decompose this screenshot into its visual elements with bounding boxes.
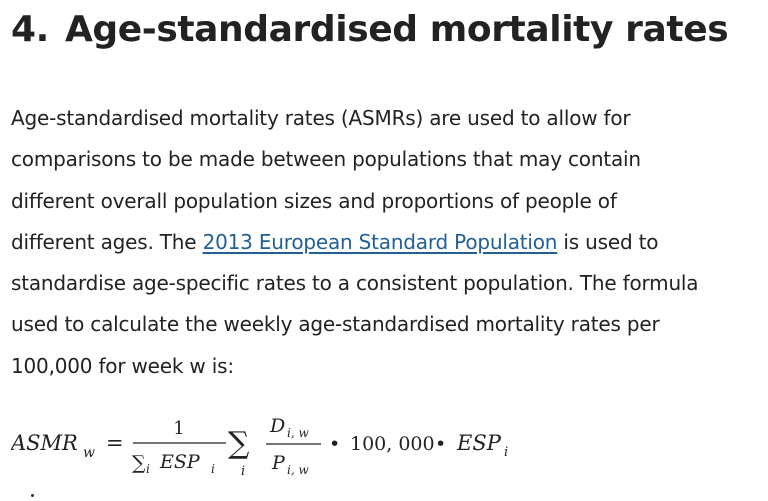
intro-paragraph: Age-standardised mortality rates (ASMRs)… <box>11 98 767 387</box>
formula-equals: = <box>106 431 124 455</box>
formula-lhs-subscript: w <box>83 445 95 461</box>
fraction1-numerator: 1 <box>173 418 184 439</box>
list-bullet-partial <box>31 494 34 497</box>
paragraph-line: 100,000 for week w is: <box>11 353 234 378</box>
paragraph-line: different overall population sizes and p… <box>11 188 617 213</box>
section-heading: 4. Age-standardised mortality rates <box>11 4 729 56</box>
formula-rhs-esp: ESP <box>456 431 502 455</box>
section-number: 4. <box>11 9 49 50</box>
multiply-dot: • <box>329 433 340 455</box>
fraction1-sigma: ∑ <box>132 452 146 474</box>
multiply-dot: • <box>435 433 446 455</box>
formula-constant: 100, 000 <box>350 433 435 455</box>
asmr-formula: ASMR w = 1 ∑ i ESP i ∑ i D i, w P i, w •… <box>11 408 571 488</box>
fraction2-denominator-subscript: i, w <box>287 463 309 477</box>
paragraph-text: different ages. The <box>11 229 203 254</box>
paragraph-line: used to calculate the weekly age-standar… <box>11 312 660 337</box>
european-standard-population-link[interactable]: 2013 European Standard Population <box>202 229 558 254</box>
fraction2-numerator: D <box>269 415 285 437</box>
paragraph-line: comparisons to be made between populatio… <box>11 147 641 172</box>
formula-lhs: ASMR <box>11 431 78 455</box>
fraction1-denominator-subscript: i <box>211 462 215 476</box>
formula-rhs-esp-subscript: i <box>504 445 508 460</box>
fraction1-denominator: ESP <box>159 451 201 473</box>
paragraph-text: is used to <box>557 229 659 254</box>
summation-sigma: ∑ <box>228 426 250 461</box>
summation-subscript: i <box>241 464 245 479</box>
paragraph-line: Age-standardised mortality rates (ASMRs)… <box>11 106 631 130</box>
paragraph-line: standardise age-specific rates to a cons… <box>11 271 699 296</box>
fraction2-denominator: P <box>271 452 286 474</box>
fraction1-sigma-subscript: i <box>146 462 150 476</box>
section-title: Age-standardised mortality rates <box>64 9 729 50</box>
fraction2-numerator-subscript: i, w <box>287 426 309 440</box>
paragraph-line-with-link: different ages. The 2013 European Standa… <box>11 222 767 263</box>
